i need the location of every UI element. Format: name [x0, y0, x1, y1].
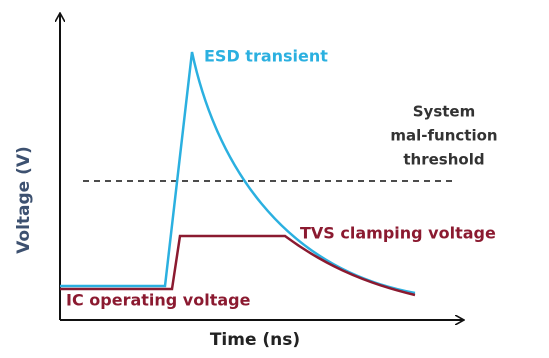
tvs-curve — [60, 234, 416, 297]
tvs-label: TVS clamping voltage — [300, 224, 496, 243]
threshold-label: System — [413, 103, 475, 121]
threshold-label: threshold — [403, 151, 484, 169]
esd-curve — [60, 51, 416, 295]
x-axis-title: Time (ns) — [210, 330, 300, 350]
esd-label: ESD transient — [204, 47, 328, 66]
y-axis-title: Voltage (V) — [14, 146, 34, 254]
threshold-label: mal-function — [390, 127, 497, 145]
ic-label: IC operating voltage — [66, 291, 251, 310]
